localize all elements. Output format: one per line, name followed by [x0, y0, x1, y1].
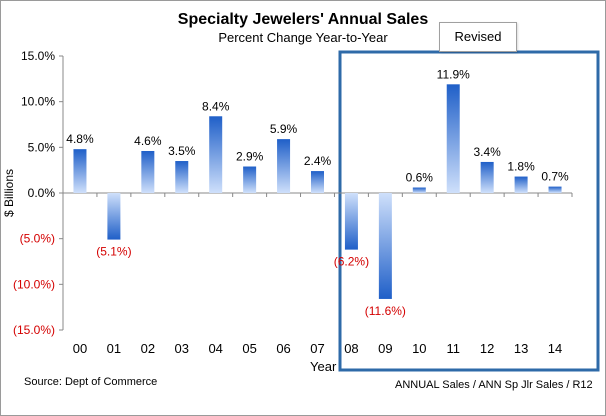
bar-05 [243, 166, 257, 193]
bar-09 [378, 193, 392, 299]
x-tick-label-12: 12 [480, 341, 494, 356]
y-axis-title: $ Billions [2, 169, 16, 217]
x-tick-label-10: 10 [412, 341, 426, 356]
data-label-03: 3.5% [168, 144, 196, 158]
revised-highlight-box [338, 50, 600, 372]
bar-08 [344, 193, 358, 250]
y-tick-label: (15.0%) [13, 323, 55, 337]
x-tick-label-01: 01 [107, 341, 121, 356]
data-label-06: 5.9% [270, 122, 298, 136]
chart-title: Specialty Jewelers' Annual Sales [178, 11, 429, 28]
data-label-05: 2.9% [236, 150, 264, 164]
bar-04 [209, 116, 223, 193]
y-tick-label: (10.0%) [13, 277, 55, 291]
y-tick-label: 0.0% [28, 186, 56, 200]
y-axis-ticks: 15.0% 10.0% 5.0% 0.0% (5.0%) (10.0%) (15.0%) [13, 49, 63, 337]
bar-12 [480, 161, 494, 193]
bar-07 [311, 171, 324, 193]
data-label-13: 1.8% [507, 160, 535, 174]
x-tick-label-06: 06 [276, 341, 290, 356]
chart-subtitle: Percent Change Year-to-Year [218, 30, 388, 45]
data-label-12: 3.4% [473, 145, 501, 159]
x-tick-label-03: 03 [175, 341, 189, 356]
bar-02 [141, 150, 155, 193]
bar-14 [548, 186, 562, 193]
revised-tab: Revised [439, 22, 517, 52]
y-tick-label: (5.0%) [20, 232, 55, 246]
bar-10 [412, 187, 426, 193]
data-label-09: (11.6%) [365, 304, 406, 318]
data-label-07: 2.4% [304, 154, 332, 168]
x-tick-label-08: 08 [344, 341, 358, 356]
x-tick-label-09: 09 [378, 341, 392, 356]
x-tick-label-13: 13 [514, 341, 528, 356]
x-tick-label-11: 11 [446, 341, 460, 356]
x-tick-label-00: 00 [73, 341, 87, 356]
bars-group [73, 84, 573, 299]
x-axis-categories: 00 01 02 03 04 05 06 07 08 09 10 11 12 13 14 [73, 341, 563, 356]
data-labels-group: 4.8% (5.1%) 4.6% 3.5% 8.4% 2.9% 5.9% 2.4% (6.2%)… [66, 67, 569, 318]
bar-11 [446, 84, 460, 193]
x-tick-label-02: 02 [141, 341, 155, 356]
bar-01 [107, 193, 121, 240]
data-label-01: (5.1%) [96, 245, 131, 259]
x-axis-title: Year [310, 359, 337, 374]
bar-06 [277, 139, 291, 193]
series-note: ANNUAL Sales / ANN Sp Jlr Sales / R12 [395, 379, 593, 391]
x-tick-label-05: 05 [242, 341, 256, 356]
x-tick-label-04: 04 [208, 341, 222, 356]
bar-13 [514, 176, 528, 193]
data-label-10: 0.6% [406, 171, 434, 185]
data-label-00: 4.8% [66, 132, 94, 146]
data-label-08: (6.2%) [334, 255, 369, 269]
bar-00 [73, 149, 87, 193]
y-tick-label: 10.0% [21, 95, 55, 109]
x-tick-label-14: 14 [548, 341, 562, 356]
data-label-04: 8.4% [202, 99, 230, 113]
data-label-14: 0.7% [541, 170, 569, 184]
y-tick-label: 5.0% [28, 140, 56, 154]
bar-03 [175, 161, 189, 193]
source-note: Source: Dept of Commerce [24, 376, 157, 388]
x-tick-label-07: 07 [310, 341, 324, 356]
y-tick-label: 15.0% [21, 49, 55, 63]
data-label-11: 11.9% [437, 67, 470, 81]
data-label-02: 4.6% [134, 134, 162, 148]
